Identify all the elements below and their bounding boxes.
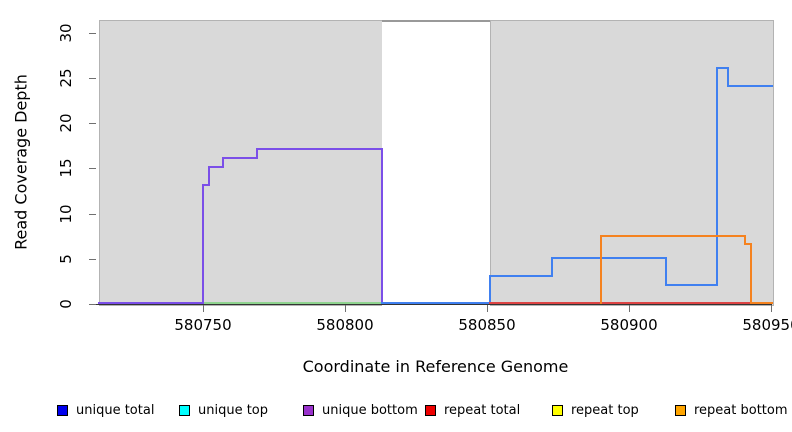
series-segment-unique-bottom [98, 302, 204, 304]
x-tick-label-580850: 580850 [458, 316, 516, 334]
legend-item-repeat-bottom: repeat bottom [675, 402, 788, 418]
series-segment-unique-total [380, 302, 491, 304]
legend-item-repeat-top: repeat top [552, 402, 639, 418]
background-region-shaded-left [99, 20, 384, 306]
legend-item-unique-top: unique top [179, 402, 268, 418]
series-segment-unique-bottom [255, 148, 383, 151]
legend-swatch-unique-top [179, 404, 190, 416]
series-segment-unique-total [551, 256, 667, 259]
x-axis-line [96, 304, 772, 305]
y-tick-0 [89, 304, 96, 305]
series-segment-unique-bottom [221, 157, 224, 169]
series-segment-top-strand-zero-segment [202, 302, 383, 304]
series-segment-unique-total [488, 274, 491, 304]
legend-label-repeat-top: repeat top [571, 402, 639, 418]
series-segment-unique-total [488, 274, 554, 277]
legend-label-repeat-bottom: repeat bottom [694, 402, 788, 418]
x-tick-label-580750: 580750 [174, 316, 232, 334]
series-segment-unique-total [716, 66, 730, 69]
series-segment-unique-total [716, 66, 719, 286]
legend-item-unique-bottom: unique bottom [303, 402, 418, 418]
series-segment-unique-bottom [207, 166, 224, 169]
series-segment-repeat-bottom [744, 243, 753, 246]
background-region-gap-band [381, 20, 490, 306]
legend-swatch-repeat-top [552, 404, 563, 416]
x-tick-580950 [771, 305, 772, 312]
y-tick-20 [89, 123, 96, 124]
legend-label-unique-top: unique top [198, 402, 269, 418]
series-segment-repeat-bottom [599, 235, 747, 238]
y-tick-30 [89, 32, 96, 34]
series-segment-unique-total [727, 66, 730, 87]
legend-label-unique-total: unique total [76, 402, 155, 418]
y-tick-5 [89, 258, 96, 260]
series-segment-unique-bottom [207, 166, 210, 187]
series-segment-unique-bottom [202, 184, 210, 187]
legend-swatch-unique-bottom [303, 404, 314, 416]
legend-swatch-repeat-total [425, 404, 436, 416]
series-segment-unique-total [551, 256, 554, 277]
x-axis-title: Coordinate in Reference Genome [302, 357, 569, 376]
x-tick-label-580800: 580800 [316, 316, 374, 334]
legend-swatch-unique-total [57, 404, 68, 416]
series-segment-repeat-bottom [599, 235, 602, 304]
legend-item-repeat-total: repeat total [425, 402, 520, 418]
series-segment-unique-bottom [202, 184, 204, 304]
series-segment-unique-bottom [380, 148, 383, 304]
series-segment-repeat-bottom [750, 243, 753, 304]
legend-item-unique-total: unique total [57, 402, 154, 418]
series-segment-repeat-bottom [750, 302, 773, 304]
x-tick-580750 [203, 305, 204, 312]
series-segment-unique-total [727, 84, 773, 87]
y-tick-10 [89, 213, 96, 215]
series-segment-repeat-bottom [744, 235, 747, 246]
series-segment-unique-bottom [255, 148, 258, 160]
y-tick-25 [89, 77, 96, 79]
x-tick-580850 [487, 305, 488, 312]
legend-label-repeat-total: repeat total [444, 402, 521, 418]
legend-label-unique-bottom: unique bottom [322, 402, 418, 418]
series-segment-unique-total [664, 256, 667, 286]
x-tick-580800 [345, 305, 346, 312]
legend-swatch-repeat-bottom [675, 404, 686, 416]
x-tick-label-580900: 580900 [600, 316, 658, 334]
x-tick-580900 [629, 305, 630, 312]
series-segment-unique-total [664, 283, 719, 286]
y-tick-15 [89, 168, 96, 170]
series-segment-repeat-total [488, 302, 773, 304]
series-segment-unique-bottom [221, 157, 258, 160]
